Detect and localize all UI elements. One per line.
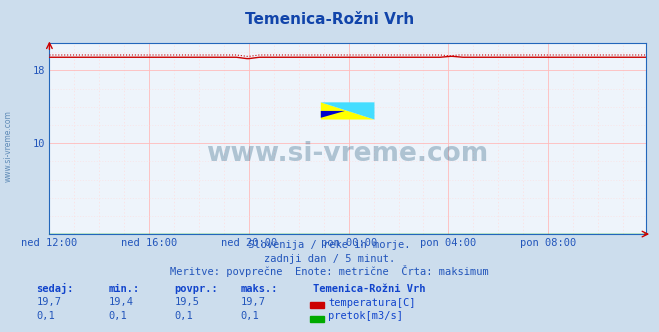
Text: povpr.:: povpr.: bbox=[175, 284, 218, 294]
Text: Temenica-Rožni Vrh: Temenica-Rožni Vrh bbox=[313, 284, 426, 294]
Text: min.:: min.: bbox=[109, 284, 140, 294]
Polygon shape bbox=[321, 102, 374, 120]
Text: 19,5: 19,5 bbox=[175, 297, 200, 307]
Text: www.si-vreme.com: www.si-vreme.com bbox=[3, 110, 13, 182]
Polygon shape bbox=[321, 102, 374, 120]
Text: temperatura[C]: temperatura[C] bbox=[328, 298, 416, 308]
Text: sedaj:: sedaj: bbox=[36, 283, 74, 294]
Text: pretok[m3/s]: pretok[m3/s] bbox=[328, 311, 403, 321]
Text: www.si-vreme.com: www.si-vreme.com bbox=[206, 141, 489, 167]
Text: 0,1: 0,1 bbox=[175, 311, 193, 321]
Text: 0,1: 0,1 bbox=[36, 311, 55, 321]
Text: 19,7: 19,7 bbox=[241, 297, 266, 307]
Polygon shape bbox=[321, 111, 345, 118]
Text: zadnji dan / 5 minut.: zadnji dan / 5 minut. bbox=[264, 254, 395, 264]
Text: 0,1: 0,1 bbox=[241, 311, 259, 321]
Text: Meritve: povprečne  Enote: metrične  Črta: maksimum: Meritve: povprečne Enote: metrične Črta:… bbox=[170, 265, 489, 277]
Text: 19,4: 19,4 bbox=[109, 297, 134, 307]
Text: 0,1: 0,1 bbox=[109, 311, 127, 321]
Text: maks.:: maks.: bbox=[241, 284, 278, 294]
Text: Slovenija / reke in morje.: Slovenija / reke in morje. bbox=[248, 240, 411, 250]
Text: Temenica-Rožni Vrh: Temenica-Rožni Vrh bbox=[245, 12, 414, 27]
Text: 19,7: 19,7 bbox=[36, 297, 61, 307]
